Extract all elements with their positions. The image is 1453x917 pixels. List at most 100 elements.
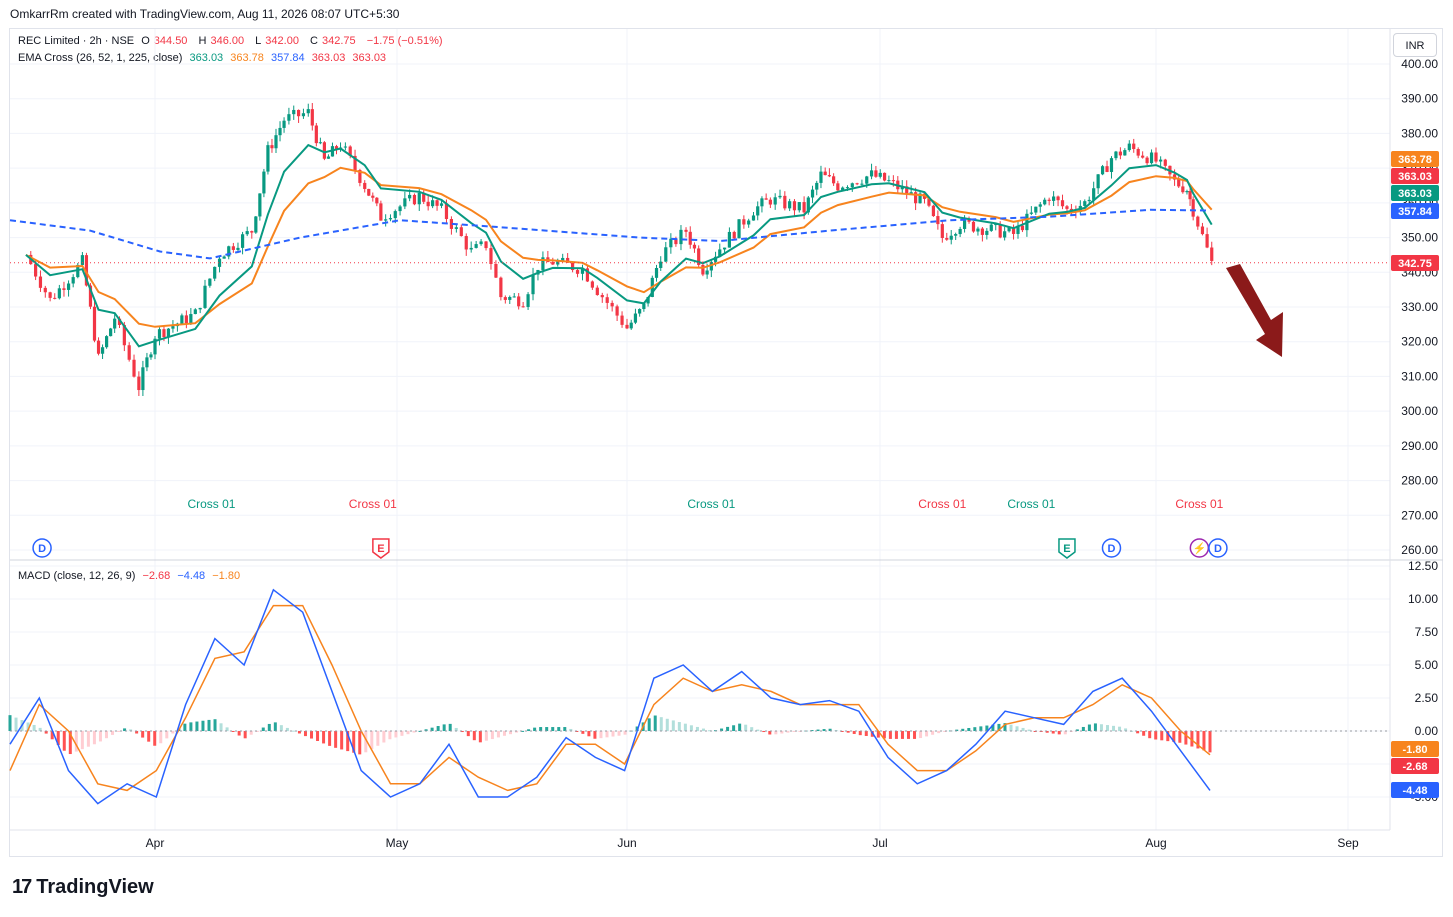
event-marker[interactable]: E <box>372 538 390 559</box>
candle-body <box>449 219 454 229</box>
histogram-bar <box>267 723 271 731</box>
candle-body <box>213 266 217 279</box>
candle-body <box>71 277 75 284</box>
ema-value: 363.03 <box>189 52 224 64</box>
grid <box>10 29 1443 831</box>
histogram-bar <box>527 729 531 731</box>
candle-body <box>109 328 113 337</box>
candle-body <box>1177 179 1181 187</box>
candle-body <box>398 206 402 212</box>
candle-body <box>642 303 646 310</box>
candle-body <box>625 324 629 329</box>
currency-button[interactable]: INR <box>1393 33 1437 57</box>
candle-body <box>976 228 980 232</box>
histogram-bar <box>521 730 525 732</box>
candle-body <box>367 188 371 196</box>
macd-tag <box>1391 782 1439 798</box>
candle-body <box>162 329 166 337</box>
candle-body <box>1181 186 1185 193</box>
histogram-bar <box>1124 728 1128 731</box>
candle-body <box>227 246 231 257</box>
ema-legend[interactable]: EMA Cross (26, 52, 1, 225, close) 363.03… <box>18 52 390 64</box>
event-marker[interactable]: E <box>1058 538 1076 559</box>
candle-body <box>412 194 417 205</box>
histogram-bar <box>587 731 591 737</box>
chart-labels: Cross 01 Cross 01 Cross 01 Cross 01 Cross 01… <box>32 497 1228 559</box>
tradingview-logo-icon: 17 <box>12 876 32 898</box>
event-marker[interactable]: D <box>32 538 52 558</box>
histogram-bar <box>183 723 187 731</box>
candle-body <box>198 307 202 310</box>
histogram-bar <box>1099 724 1103 731</box>
histogram-bar <box>135 731 139 734</box>
macd-value: −1.80 <box>212 570 241 582</box>
candle-body <box>1060 200 1065 207</box>
macd-value: −2.68 <box>142 570 171 582</box>
histogram-bar <box>279 725 283 731</box>
change-value: −1.75 (−0.51%) <box>366 35 443 47</box>
candle-body <box>348 146 352 156</box>
candle-body <box>1020 225 1025 231</box>
histogram-bar <box>913 731 917 739</box>
ema-value: 363.03 <box>311 52 346 64</box>
histogram-bar <box>165 731 169 739</box>
candle-body <box>278 127 282 136</box>
candle-body <box>171 326 175 329</box>
candle-body <box>117 318 122 325</box>
candle-body <box>1163 159 1167 166</box>
candle-body <box>1100 166 1105 175</box>
candle-body <box>962 218 967 229</box>
histogram-bar <box>1136 731 1140 734</box>
candle-body <box>526 294 530 307</box>
candle-body <box>62 288 66 290</box>
candle-body <box>92 306 97 341</box>
tradingview-brand[interactable]: 17 TradingView <box>12 876 154 899</box>
histogram-bar <box>159 731 163 744</box>
candle-body <box>435 200 439 206</box>
candle-body <box>1205 234 1209 248</box>
candle-body <box>250 231 254 233</box>
histogram-bar <box>424 729 428 731</box>
histogram-bar <box>720 728 724 731</box>
histogram-bar <box>961 728 965 731</box>
time-tick-label: Aug <box>1145 836 1166 850</box>
histogram-bar <box>322 731 326 744</box>
histogram-bar <box>810 730 814 732</box>
ema-long-line <box>9 208 1211 260</box>
event-icon <box>1101 538 1122 558</box>
candle-body <box>688 231 692 245</box>
macd-legend[interactable]: MACD (close, 12, 26, 9) −2.68 −4.48 −1.8… <box>18 570 244 582</box>
histogram-bar <box>906 731 910 739</box>
histogram-bar <box>991 724 995 731</box>
histogram-bar <box>1154 731 1158 740</box>
ema-slow-tag-text: 363.78 <box>1398 154 1432 166</box>
event-marker[interactable]: D <box>1208 538 1228 558</box>
histogram-bar <box>44 731 48 734</box>
histogram-bar <box>68 731 72 755</box>
histogram-bar <box>665 718 669 731</box>
candle-body <box>836 183 840 191</box>
symbol-legend[interactable]: REC Limited · 2h · NSE O 344.50 H 346.00 L… <box>18 35 447 47</box>
histogram-bar <box>973 727 977 731</box>
histogram-bar <box>346 731 350 752</box>
histogram-bar <box>852 731 856 734</box>
candle-body <box>1127 143 1131 151</box>
event-marker[interactable]: D <box>1101 538 1122 558</box>
macd-value: −4.48 <box>177 570 206 582</box>
histogram-bar <box>599 731 603 739</box>
candle-body <box>157 329 162 339</box>
histogram-tag-text: -2.68 <box>1402 761 1427 773</box>
candle-body <box>760 198 764 207</box>
candle-body <box>1123 150 1127 156</box>
event-letter: ⚡ <box>1193 542 1207 555</box>
candle-body <box>806 197 810 213</box>
event-marker[interactable]: ⚡ <box>1189 538 1210 558</box>
candle-body <box>512 296 516 298</box>
chart-frame <box>9 28 1443 857</box>
cross-label: Cross 01 <box>918 497 966 511</box>
histogram-bar <box>86 731 90 747</box>
histogram-bar <box>406 731 410 735</box>
candle-body <box>113 318 117 329</box>
histogram-bar <box>894 731 898 739</box>
